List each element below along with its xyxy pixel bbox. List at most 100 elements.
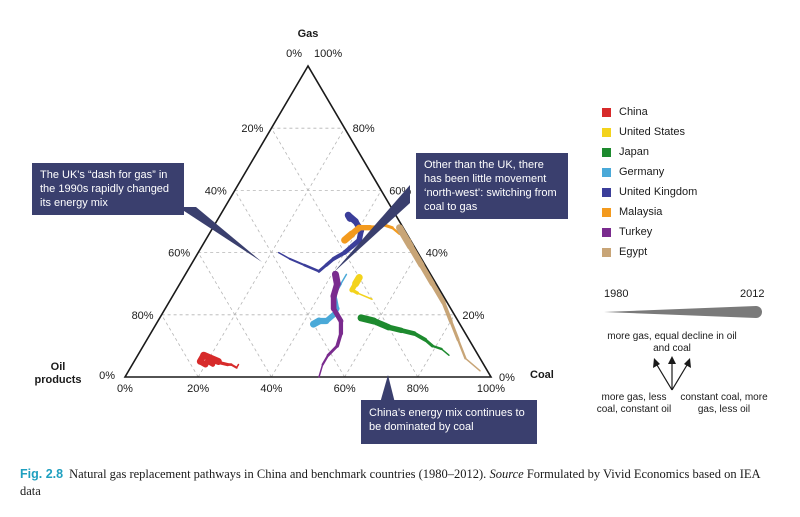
series-germany [309,273,348,328]
tick-bottom-1: 20% [187,383,209,395]
direction-up-note: more gas, equal decline in oil and coal [607,331,737,354]
legend-swatch [602,247,611,257]
segment [430,281,446,305]
legend-swatch [602,167,611,177]
tick-right-3: 40% [426,248,448,260]
legend-item: Malaysia [602,202,752,222]
segment [356,292,373,300]
segment [431,344,443,351]
segment [335,331,343,348]
arrowhead-right [684,358,691,368]
legend-item: United States [602,122,752,142]
segment [464,357,481,372]
segment [303,263,321,273]
china-callout: China’s energy mix continues to be domin… [361,400,537,444]
northwest-callout-pointer [334,185,410,272]
legend-label: Germany [619,166,665,178]
time-start-label: 1980 [604,288,629,300]
tick-left-3: 40% [205,185,227,197]
gridline-coal-60 [344,252,419,378]
tick-left-1: 80% [132,310,154,322]
time-gradient-wedge [604,306,762,318]
segment [326,344,339,357]
legend-label: Egypt [619,246,648,258]
gridline-oil-40 [234,190,345,378]
segment [340,273,348,285]
tick-labels: 0%80%60%40%20%0% 100%80%60%40%20%0%0% 20% 4… [99,48,515,395]
segment [318,363,324,378]
figure-number: Fig. 2.8 [20,467,64,481]
tick-left-5: 0% [286,48,302,60]
segment [357,314,378,325]
uk-callout-pointer [178,207,262,262]
segment [200,351,222,365]
tick-right-5: 0% [499,372,515,384]
caption-source-text: Formulated by Vivid Economics based on I… [20,467,760,498]
legend-swatch [602,107,611,117]
legend-swatch [602,187,611,197]
country-pathways [196,211,481,378]
tick-bottom-0: 0% [117,383,133,395]
direction-arrows [653,356,691,391]
time-end-label: 2012 [740,288,765,300]
callout-pointers [178,185,410,403]
caption-text: Natural gas replacement pathways in Chin… [69,467,487,481]
series-china [196,351,240,369]
arrowhead-up [668,356,676,364]
tick-bottom-5: 100% [477,383,505,395]
axis-label-oil: Oil products [34,361,81,386]
segment [396,224,414,250]
direction-left-note: more gas, less coal, constant oil [596,392,672,415]
segment [309,317,323,328]
tick-left-2: 60% [168,248,190,260]
legend-swatch [602,207,611,217]
gridline-coal-80 [417,314,455,378]
segment [352,273,363,288]
segment [440,348,450,356]
segment [456,338,467,360]
legend-label: United Kingdom [619,186,698,198]
axis-label-coal: Coal [530,369,554,381]
northwest-callout: Other than the UK, there has been little… [416,153,568,219]
tick-right-0: 100% [314,48,342,60]
ternary-grid [123,64,493,378]
segment [449,319,460,342]
segment [341,230,356,244]
legend-label: Malaysia [619,206,663,218]
axis-label-gas: Gas [298,28,319,40]
legend-label: China [619,106,648,118]
legend: China United States Japan Germany United Kin… [602,102,752,262]
gridline-oil-60 [197,252,272,378]
tick-left-0: 0% [99,370,115,382]
uk-callout: The UK's “dash for gas” in the 1990s rap… [32,163,184,215]
segment [441,300,453,323]
tick-bottom-4: 80% [407,383,429,395]
tick-bottom-2: 40% [260,383,282,395]
segment [407,243,425,269]
series-egypt [396,224,481,372]
tick-left-4: 20% [241,123,263,135]
series-united-states [349,273,373,300]
segment [331,270,341,288]
tick-bottom-3: 60% [334,383,356,395]
legend-swatch [602,127,611,137]
segment [391,226,401,236]
china-callout-pointer [380,375,395,403]
triangle-frame [123,64,493,378]
direction-right-note: constant coal, more gas, less oil [680,392,768,415]
gridline-oil-80 [161,314,199,378]
legend-item: Egypt [602,242,752,262]
series-japan [357,314,450,356]
caption-source-word: Source [489,467,524,481]
arrow-right [671,364,688,391]
tick-right-4: 20% [462,310,484,322]
legend-item: United Kingdom [602,182,752,202]
legend-label: Japan [619,146,649,158]
series-turkey [318,270,344,378]
legend-item: Germany [602,162,752,182]
segment [344,211,354,222]
tick-right-1: 80% [353,123,375,135]
segment [288,257,306,267]
legend-swatch [602,227,611,237]
